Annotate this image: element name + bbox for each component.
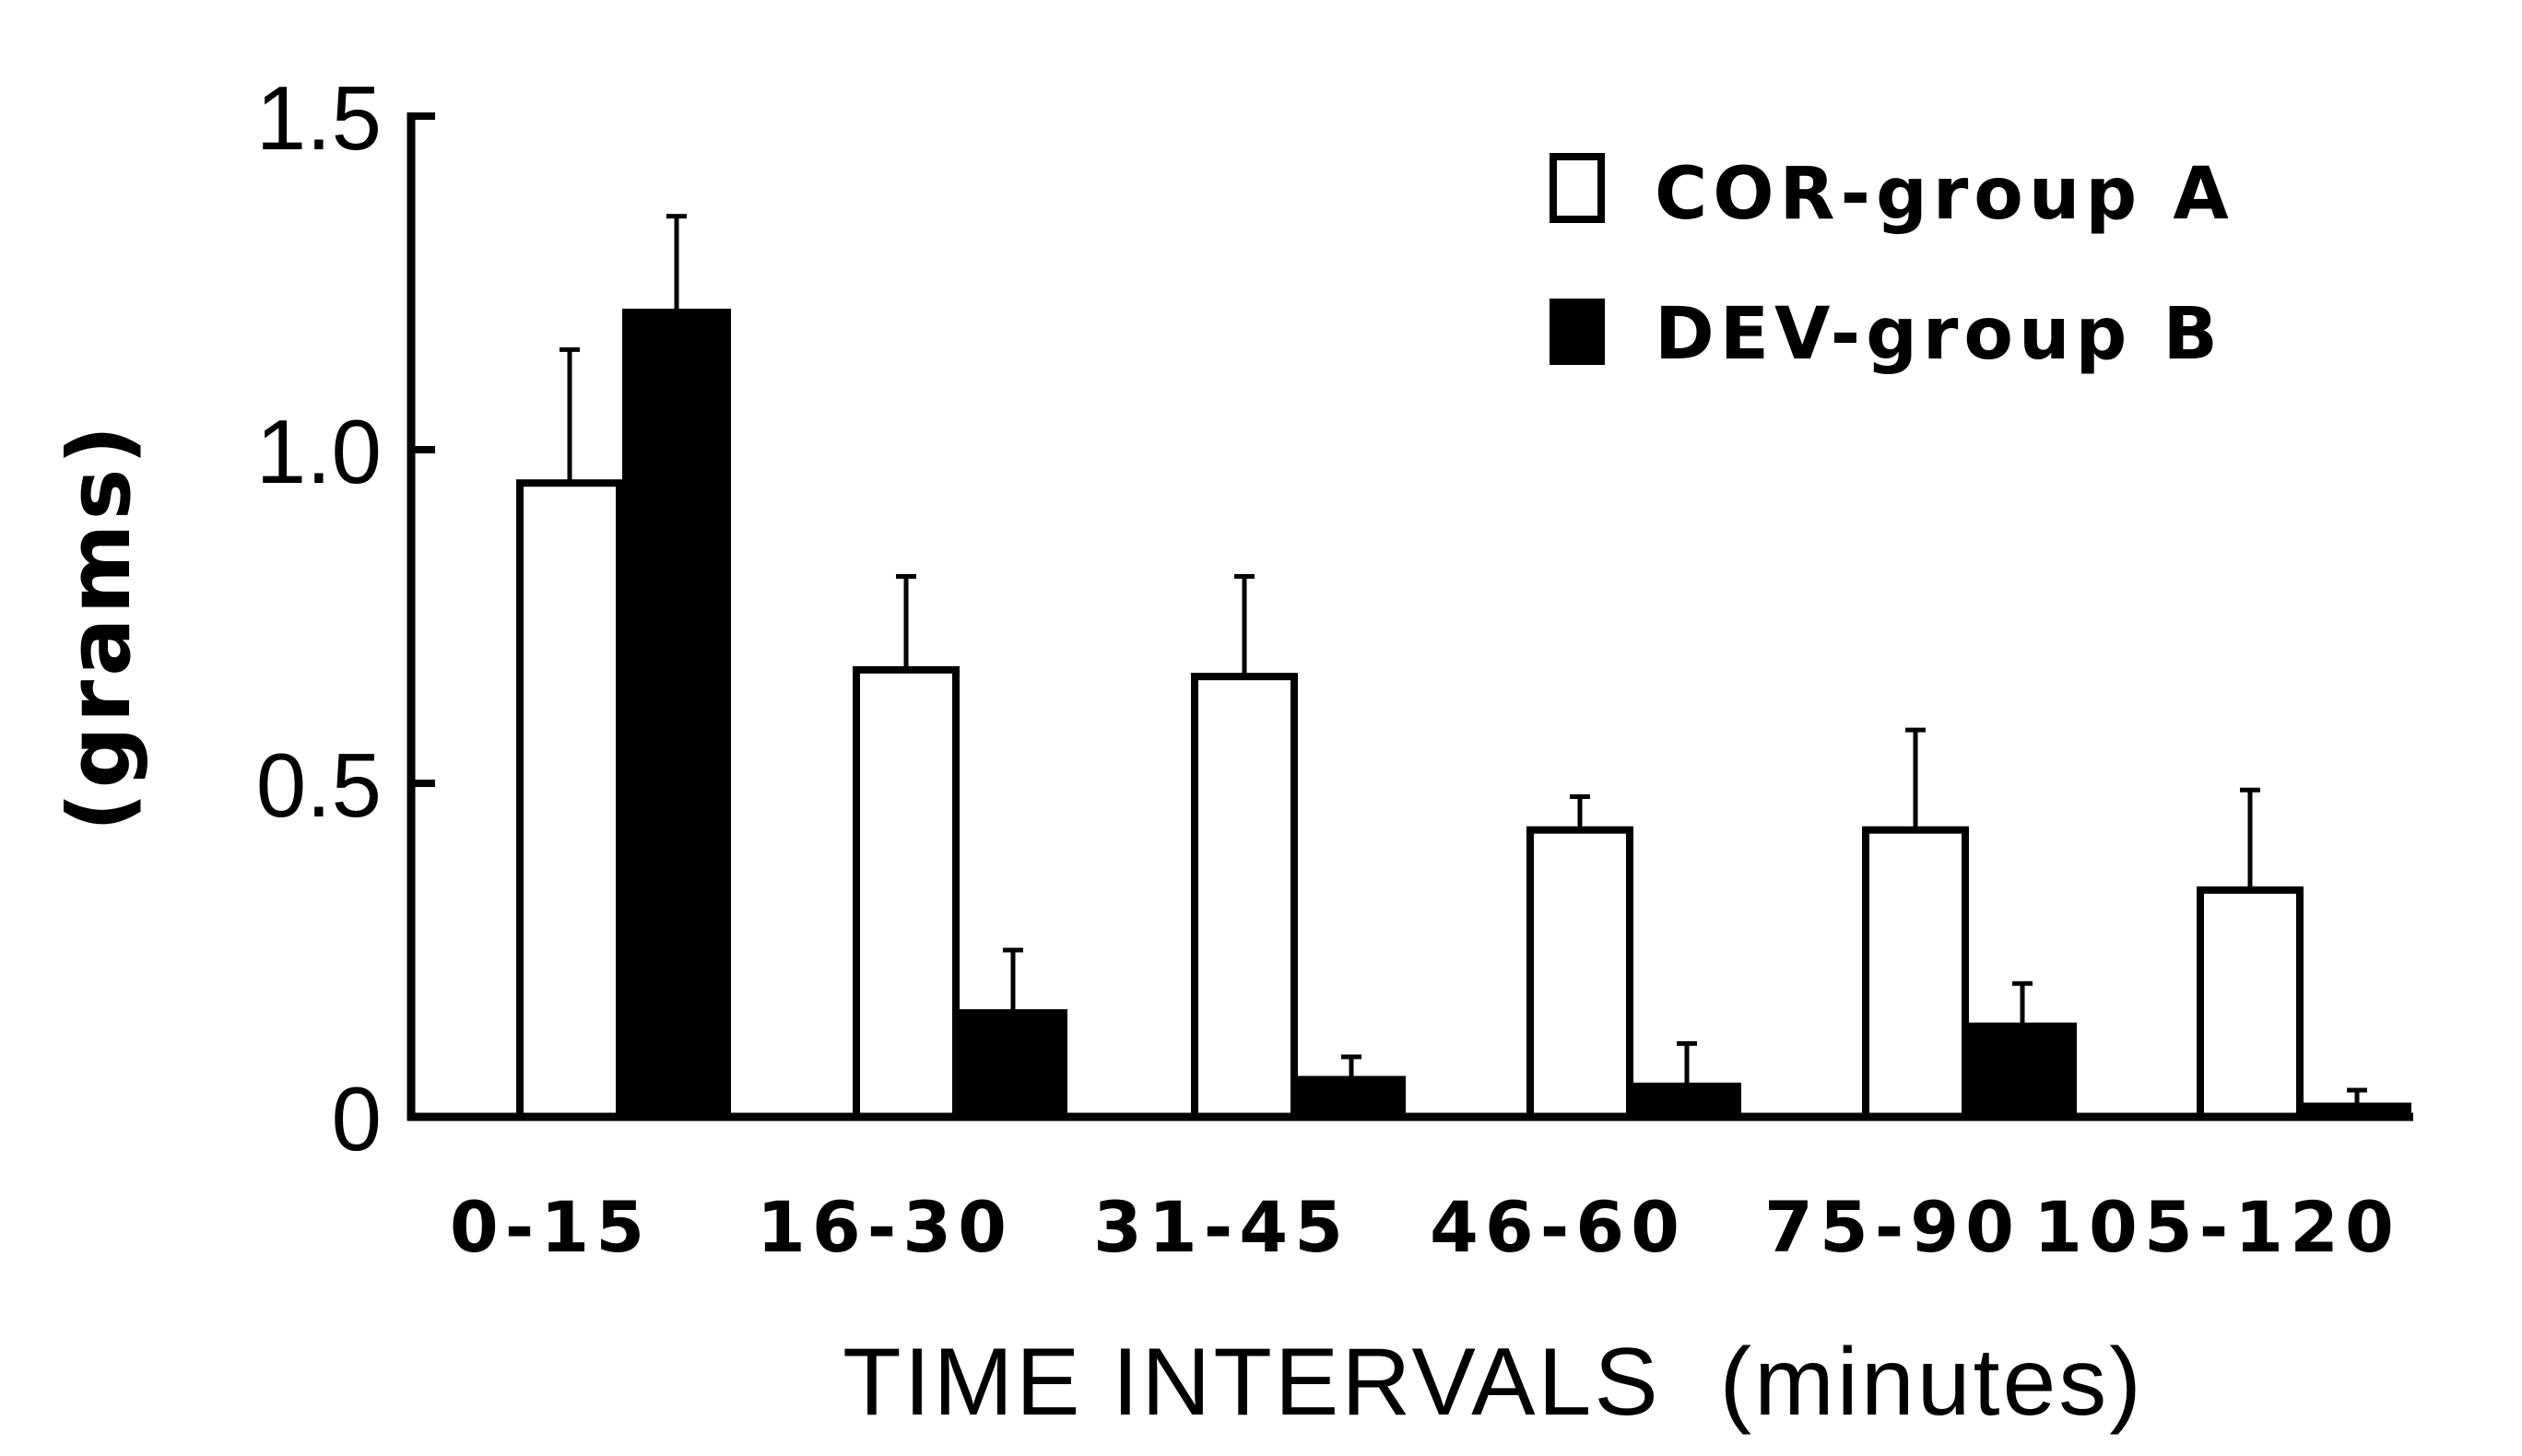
bar-dev-group-b-0-15 <box>622 308 731 1118</box>
bar-dev-group-b-46-60 <box>1632 1082 1741 1119</box>
x-tick-label: 75-90 <box>1764 1186 2021 1268</box>
bar-cor-group-a-105-120 <box>2197 886 2304 1121</box>
y-tick-label: 1.0 <box>256 401 382 502</box>
legend-swatch-cor-group-a <box>1550 153 1605 223</box>
legend-label-cor-group-a: COR-group A <box>1655 153 2234 236</box>
y-tick-label: 0 <box>331 1068 382 1169</box>
x-tick-label: 31-45 <box>1093 1186 1349 1268</box>
y-tick-label: 1.5 <box>256 67 382 169</box>
bar-cor-group-a-0-15 <box>516 479 623 1121</box>
x-tick-label: 16-30 <box>757 1186 1013 1268</box>
legend-label-dev-group-b: DEV-group B <box>1655 293 2223 376</box>
x-axis-label: TIME INTERVALS (minutes) <box>843 1329 2144 1436</box>
tick-labels: 0 0.5 1.0 1.5 0-15 16-30 31-45 46-60 75-90 105-12… <box>256 67 2400 1268</box>
x-tick-label: 46-60 <box>1430 1186 1686 1268</box>
bar-dev-group-b-75-90 <box>1968 1022 2077 1119</box>
bar-dev-group-b-16-30 <box>959 1009 1067 1119</box>
bar-cor-group-a-31-45 <box>1191 673 1298 1121</box>
legend-swatch-dev-group-b <box>1550 299 1605 365</box>
x-tick-label: 105-120 <box>2033 1186 2400 1268</box>
y-tick-label: 0.5 <box>256 734 382 836</box>
bar-cor-group-a-75-90 <box>1862 826 1969 1121</box>
bar-cor-group-a-16-30 <box>853 665 960 1121</box>
bar-cor-group-a-46-60 <box>1526 826 1633 1121</box>
x-tick-label: 0-15 <box>450 1186 651 1268</box>
y-axis-label: (grams) <box>50 422 150 832</box>
legend: COR-group A DEV-group B <box>1550 153 2234 376</box>
bar-dev-group-b-31-45 <box>1297 1075 1406 1119</box>
axes <box>407 112 2413 1121</box>
